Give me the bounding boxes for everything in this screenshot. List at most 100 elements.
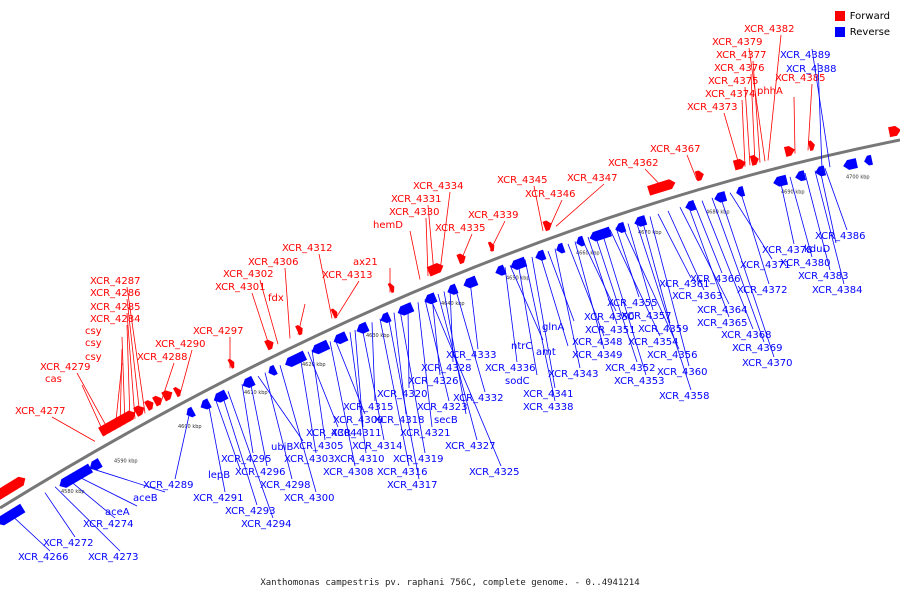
reverse-gene-label[interactable]: XCR_4318 [374, 415, 425, 426]
reverse-gene-label[interactable]: aceA [105, 507, 130, 518]
forward-gene-label[interactable]: phhA [757, 86, 783, 97]
gene-arrow[interactable] [330, 308, 340, 319]
reverse-gene-label[interactable]: XCR_4310 [334, 454, 385, 465]
reverse-gene-label[interactable]: XCR_4369 [732, 343, 783, 354]
reverse-gene-label[interactable]: XCR_4357 [621, 311, 672, 322]
forward-gene-label[interactable]: XCR_4279 [40, 362, 91, 373]
gene-arrow[interactable] [240, 375, 256, 390]
reverse-gene-label[interactable]: XCR_4321 [400, 428, 451, 439]
reverse-gene-label[interactable]: XCR_4343 [548, 369, 599, 380]
gene-arrow[interactable] [144, 398, 156, 411]
forward-gene-label[interactable]: XCR_4297 [193, 326, 244, 337]
forward-gene-label[interactable]: XCR_4376 [714, 63, 765, 74]
reverse-gene-label[interactable]: XCR_4355 [607, 298, 658, 309]
reverse-gene-label[interactable]: XCR_4293 [225, 506, 276, 517]
reverse-gene-label[interactable]: XCR_4273 [88, 552, 139, 563]
gene-arrow[interactable] [264, 338, 276, 351]
reverse-gene-label[interactable]: XCR_4317 [387, 480, 438, 491]
reverse-gene-label[interactable]: XCR_4361 [659, 279, 710, 290]
forward-gene-label[interactable]: fdx [268, 293, 284, 304]
gene-arrow[interactable] [713, 191, 728, 204]
reverse-gene-label[interactable]: XCR_4291 [193, 493, 244, 504]
reverse-gene-label[interactable]: XCR_4359 [638, 324, 689, 335]
reverse-gene-label[interactable]: XCR_4338 [523, 402, 574, 413]
gene-arrow[interactable] [588, 226, 613, 244]
gene-arrow[interactable] [842, 158, 858, 171]
reverse-gene-label[interactable]: XCR_4315 [343, 402, 394, 413]
reverse-gene-label[interactable]: XCR_4272 [43, 538, 94, 549]
forward-gene-label[interactable]: XCR_4373 [687, 102, 738, 113]
reverse-gene-label[interactable]: XCR_4386 [815, 231, 866, 242]
forward-gene-label[interactable]: csy [85, 338, 102, 349]
reverse-gene-label[interactable]: XCR_4328 [421, 363, 472, 374]
forward-gene-label[interactable]: XCR_4377 [716, 50, 767, 61]
reverse-gene-label[interactable]: XCR_4380 [780, 258, 831, 269]
forward-gene-label[interactable]: XCR_4382 [744, 24, 795, 35]
reverse-gene-label[interactable]: XCR_4294 [241, 519, 292, 530]
forward-gene-label[interactable]: XCR_4287 [90, 276, 141, 287]
forward-gene-label[interactable]: XCR_4334 [413, 181, 464, 192]
gene-arrow[interactable] [387, 282, 397, 294]
gene-arrow[interactable] [266, 364, 278, 378]
forward-gene-label[interactable]: XCR_4362 [608, 158, 659, 169]
gene-arrow[interactable] [647, 178, 677, 196]
gene-arrow[interactable] [283, 350, 308, 370]
gene-arrow[interactable] [534, 249, 547, 263]
gene-arrow[interactable] [794, 170, 807, 182]
forward-gene-label[interactable]: XCR_4284 [90, 314, 141, 325]
reverse-gene-label[interactable]: XCR_4364 [697, 305, 748, 316]
reverse-gene-label[interactable]: XCR_4325 [469, 467, 520, 478]
reverse-gene-label[interactable]: XCR_4353 [614, 376, 665, 387]
reverse-gene-label[interactable]: XCR_4308 [323, 467, 374, 478]
gene-arrow[interactable] [98, 408, 138, 437]
forward-gene-label[interactable]: XCR_4277 [15, 406, 66, 417]
forward-gene-label[interactable]: XCR_4345 [497, 175, 548, 186]
reverse-gene-label[interactable]: XCR_4314 [352, 441, 403, 452]
gene-arrow[interactable] [378, 311, 392, 325]
reverse-gene-label[interactable]: XCR_4289 [143, 480, 194, 491]
forward-gene-label[interactable]: XCR_4285 [90, 302, 141, 313]
reverse-gene-label[interactable]: XCR_4388 [786, 64, 837, 75]
reverse-gene-label[interactable]: XCR_4295 [221, 454, 272, 465]
reverse-gene-label[interactable]: XCR_4332 [453, 393, 504, 404]
reverse-gene-label[interactable]: ubiB [271, 442, 293, 453]
forward-gene-label[interactable]: XCR_4288 [137, 352, 188, 363]
reverse-gene-label[interactable]: XCR_4274 [83, 519, 134, 530]
reverse-gene-label[interactable]: XCR_4368 [721, 330, 772, 341]
reverse-gene-label[interactable]: XCR_4352 [605, 363, 656, 374]
reverse-gene-label[interactable]: XCR_4309 [333, 415, 384, 426]
forward-gene-label[interactable]: XCR_4375 [708, 76, 759, 87]
gene-arrow[interactable] [57, 463, 94, 491]
gene-arrow[interactable] [456, 252, 467, 265]
reverse-gene-label[interactable]: XCR_4370 [742, 358, 793, 369]
gene-arrow[interactable] [87, 458, 103, 473]
gene-arrow[interactable] [310, 339, 331, 357]
reverse-gene-label[interactable]: XCR_4303 [284, 454, 335, 465]
forward-gene-label[interactable]: XCR_4379 [712, 37, 763, 48]
forward-gene-label[interactable]: XCR_4306 [248, 257, 299, 268]
reverse-gene-label[interactable]: XCR_4383 [798, 271, 849, 282]
reverse-gene-label[interactable]: XCR_4349 [572, 350, 623, 361]
reverse-gene-label[interactable]: XCR_4319 [393, 454, 444, 465]
gene-arrow[interactable] [509, 256, 528, 272]
gene-arrow[interactable] [807, 140, 816, 151]
reverse-gene-label[interactable]: XCR_4360 [657, 367, 708, 378]
gene-arrow[interactable] [888, 125, 900, 138]
gene-arrow[interactable] [0, 474, 28, 502]
gene-arrow[interactable] [732, 158, 747, 171]
gene-arrow[interactable] [354, 321, 370, 336]
gene-arrow[interactable] [772, 174, 789, 188]
forward-gene-label[interactable]: XCR_4301 [215, 282, 266, 293]
forward-gene-label[interactable]: XCR_4385 [775, 73, 826, 84]
gene-arrow[interactable] [426, 261, 446, 277]
reverse-gene-label[interactable]: XCR_4341 [523, 389, 574, 400]
reverse-gene-label[interactable]: lepB [208, 470, 230, 481]
reverse-gene-label[interactable]: XCR_4363 [672, 291, 723, 302]
reverse-gene-label[interactable]: XCR_4365 [697, 318, 748, 329]
reverse-gene-label[interactable]: XCR_4326 [408, 376, 459, 387]
forward-gene-label[interactable]: XCR_4312 [282, 243, 333, 254]
forward-gene-label[interactable]: XCR_4335 [435, 223, 486, 234]
reverse-gene-label[interactable]: XCR_4327 [445, 441, 496, 452]
reverse-gene-label[interactable]: XCR_4358 [659, 391, 710, 402]
gene-arrow[interactable] [542, 219, 554, 232]
